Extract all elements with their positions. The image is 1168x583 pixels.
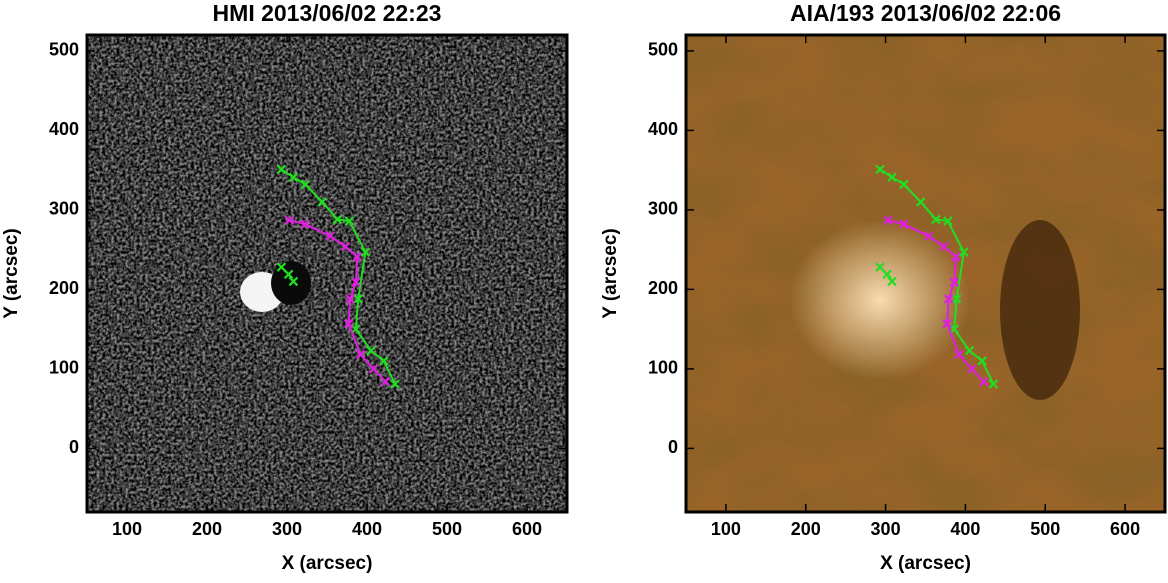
marker bbox=[360, 247, 371, 257]
x-tick-label: 400 bbox=[352, 519, 382, 539]
image-noise bbox=[87, 35, 567, 512]
bright-region bbox=[790, 220, 970, 380]
dark-region bbox=[1000, 220, 1080, 400]
marker bbox=[343, 318, 354, 329]
marker bbox=[887, 172, 897, 183]
marker bbox=[939, 241, 949, 252]
marker bbox=[344, 216, 355, 226]
marker bbox=[954, 349, 964, 360]
x-tick-label: 200 bbox=[791, 519, 821, 539]
marker bbox=[300, 219, 311, 229]
marker bbox=[882, 269, 892, 280]
marker bbox=[317, 197, 327, 207]
x-tick-label: 200 bbox=[192, 519, 222, 539]
x-tick-label: 400 bbox=[950, 519, 980, 539]
y-tick-label: 500 bbox=[49, 40, 79, 60]
y-tick-label: 500 bbox=[648, 40, 678, 60]
marker bbox=[951, 294, 962, 304]
y-tick-label: 100 bbox=[49, 358, 79, 378]
x-axis-label: X (arcsec) bbox=[282, 553, 373, 574]
marker bbox=[284, 215, 295, 226]
y-tick-label: 400 bbox=[648, 119, 678, 139]
marker bbox=[352, 252, 363, 262]
marker bbox=[875, 164, 885, 175]
series-layer bbox=[875, 164, 999, 389]
marker bbox=[276, 164, 287, 175]
marker bbox=[875, 262, 885, 272]
x-axis-label: X (arcsec) bbox=[880, 553, 971, 574]
image bbox=[87, 35, 567, 512]
marker bbox=[951, 252, 961, 262]
marker bbox=[979, 376, 989, 387]
x-tick-label: 300 bbox=[871, 519, 901, 539]
marker bbox=[353, 294, 363, 304]
marker bbox=[967, 364, 977, 374]
marker bbox=[977, 356, 987, 366]
x-tick-label: 500 bbox=[432, 519, 462, 539]
marker bbox=[942, 318, 952, 329]
chart-title: AIA/193 2013/06/02 22:06 bbox=[790, 0, 1061, 26]
marker bbox=[380, 376, 391, 387]
marker bbox=[288, 276, 299, 287]
marker bbox=[351, 324, 361, 334]
marker bbox=[949, 324, 960, 334]
y-tick-label: 100 bbox=[648, 358, 678, 378]
marker bbox=[368, 364, 379, 374]
plot-frame bbox=[684, 33, 1167, 514]
marker bbox=[283, 269, 294, 280]
marker bbox=[332, 214, 343, 225]
x-tick-label: 500 bbox=[1030, 519, 1060, 539]
marker bbox=[943, 216, 953, 226]
y-axis-label: Y (arcsec) bbox=[1, 228, 22, 319]
marker bbox=[943, 294, 954, 304]
marker bbox=[345, 294, 355, 304]
series-layer bbox=[276, 164, 400, 389]
marker bbox=[300, 179, 311, 190]
marker bbox=[288, 172, 299, 183]
x-tick-label: 600 bbox=[512, 519, 542, 539]
marker bbox=[899, 219, 909, 229]
marker bbox=[355, 349, 366, 360]
x-tick-label: 100 bbox=[112, 519, 142, 539]
marker bbox=[276, 262, 287, 272]
y-tick-label: 0 bbox=[69, 437, 79, 457]
marker bbox=[366, 345, 376, 356]
marker bbox=[931, 214, 941, 225]
marker bbox=[325, 231, 335, 241]
marker bbox=[988, 379, 999, 389]
y-tick-label: 200 bbox=[49, 278, 79, 298]
x-tick-label: 100 bbox=[711, 519, 741, 539]
panel: AIA/193 2013/06/02 22:06 X (arcsec) Y (arc… bbox=[600, 0, 1167, 574]
marker bbox=[883, 215, 893, 226]
marker bbox=[379, 356, 389, 366]
y-tick-label: 300 bbox=[648, 199, 678, 219]
image bbox=[686, 35, 1165, 512]
y-axis-label: Y (arcsec) bbox=[600, 228, 621, 319]
marker bbox=[964, 345, 975, 356]
y-tick-label: 300 bbox=[49, 199, 79, 219]
marker bbox=[915, 197, 926, 207]
y-tick-label: 400 bbox=[49, 119, 79, 139]
chart-title: HMI 2013/06/02 22:23 bbox=[213, 0, 442, 26]
marker bbox=[390, 379, 400, 389]
marker bbox=[887, 276, 897, 287]
x-tick-label: 300 bbox=[272, 519, 302, 539]
marker bbox=[949, 277, 960, 288]
marker bbox=[340, 241, 351, 252]
marker bbox=[959, 247, 969, 257]
marker bbox=[351, 277, 361, 288]
x-tick-label: 600 bbox=[1110, 519, 1140, 539]
y-tick-label: 0 bbox=[668, 437, 678, 457]
y-tick-label: 200 bbox=[648, 278, 678, 298]
plot-frame bbox=[85, 33, 569, 514]
marker bbox=[899, 179, 909, 190]
panel: HMI 2013/06/02 22:23 X (arcsec) Y (arcsec)… bbox=[1, 0, 569, 574]
marker bbox=[923, 231, 934, 241]
